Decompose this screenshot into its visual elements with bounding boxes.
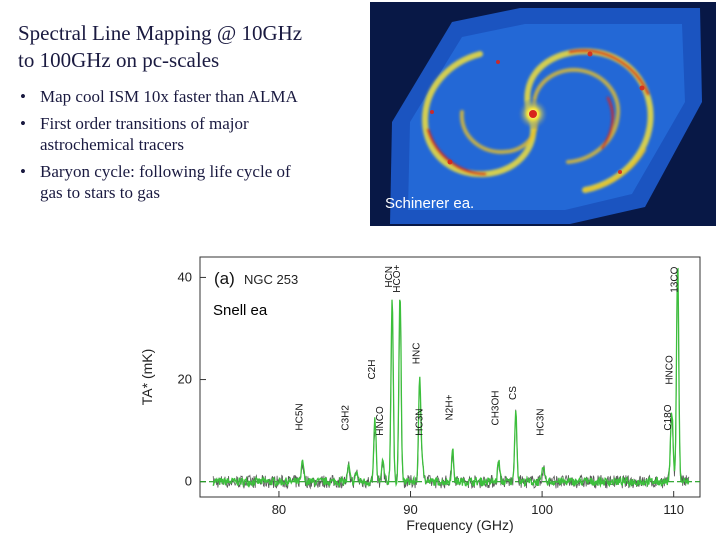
title-line-1: Spectral Line Mapping @ 10GHz (18, 21, 303, 45)
line-label-hcn: HCN (384, 266, 395, 288)
bullet-text: First order transitions of major (40, 114, 249, 133)
line-label-cs: CS (508, 386, 519, 400)
bullet-list: • Map cool ISM 10x faster than ALMA • Fi… (18, 86, 363, 209)
x-tick-label: 90 (403, 502, 417, 517)
bullet-dot: • (20, 162, 26, 181)
source-label: NGC 253 (244, 272, 298, 287)
bullet-item: • First order transitions of major astro… (18, 113, 363, 155)
line-label-n2hp: N2H+ (445, 394, 456, 420)
bullet-text: gas to stars to gas (40, 183, 160, 202)
x-tick-label: 110 (663, 502, 684, 517)
galaxy-credit: Schinerer ea. (385, 195, 475, 212)
line-label-c2h: C2H (367, 360, 378, 380)
plot-frame (199, 256, 701, 498)
line-label-hnco-b: HNCO (664, 355, 675, 385)
bullet-item: • Baryon cycle: following life cycle of … (18, 161, 363, 203)
line-label-hc3n-b: HC3N (535, 408, 546, 435)
galaxy-map-image: Schinerer ea. (370, 2, 716, 226)
y-tick-label: 0 (185, 474, 192, 489)
slide-title: Spectral Line Mapping @ 10GHz to 100GHz … (18, 20, 368, 74)
line-label-c18o: C18O (663, 404, 674, 430)
bullet-text: astrochemical tracers (40, 135, 184, 154)
line-label-hc5n-a: HC5N (295, 403, 306, 430)
x-tick-label: 100 (531, 502, 553, 517)
line-label-co13: 13CO (670, 266, 681, 292)
line-label-hc3n-a: HC3N (414, 408, 425, 435)
y-tick-label: 40 (178, 269, 192, 284)
spiral-arms (421, 48, 654, 193)
line-label-ch3oh: CH3OH (491, 390, 502, 425)
line-label-c3h2: C3H2 (341, 405, 352, 431)
y-tick-label: 20 (178, 372, 192, 387)
y-axis-label: TA* (mK) (139, 349, 155, 406)
x-axis-label: Frequency (GHz) (406, 517, 513, 533)
bullet-text: Baryon cycle: following life cycle of (40, 162, 291, 181)
line-label-hnco-a: HNCO (375, 406, 386, 436)
spectrum-credit: Snell ea (213, 302, 268, 319)
spectrum-trace-green (212, 267, 690, 489)
line-label-hcop: HCO+ (392, 265, 403, 293)
bullet-dot: • (20, 114, 26, 133)
bullet-text: Map cool ISM 10x faster than ALMA (40, 87, 298, 106)
line-label-hnc: HNC (412, 343, 423, 365)
galaxy-map-graphic (390, 8, 702, 224)
title-line-2: to 100GHz on pc-scales (18, 48, 220, 72)
y-axis-ticks: 0 20 40 (178, 269, 206, 489)
bullet-dot: • (20, 87, 26, 106)
bullet-item: • Map cool ISM 10x faster than ALMA (18, 86, 363, 107)
panel-label: (a) (214, 269, 235, 288)
x-axis-ticks: 80 90 100 110 (272, 491, 684, 517)
x-tick-label: 80 (272, 502, 286, 517)
